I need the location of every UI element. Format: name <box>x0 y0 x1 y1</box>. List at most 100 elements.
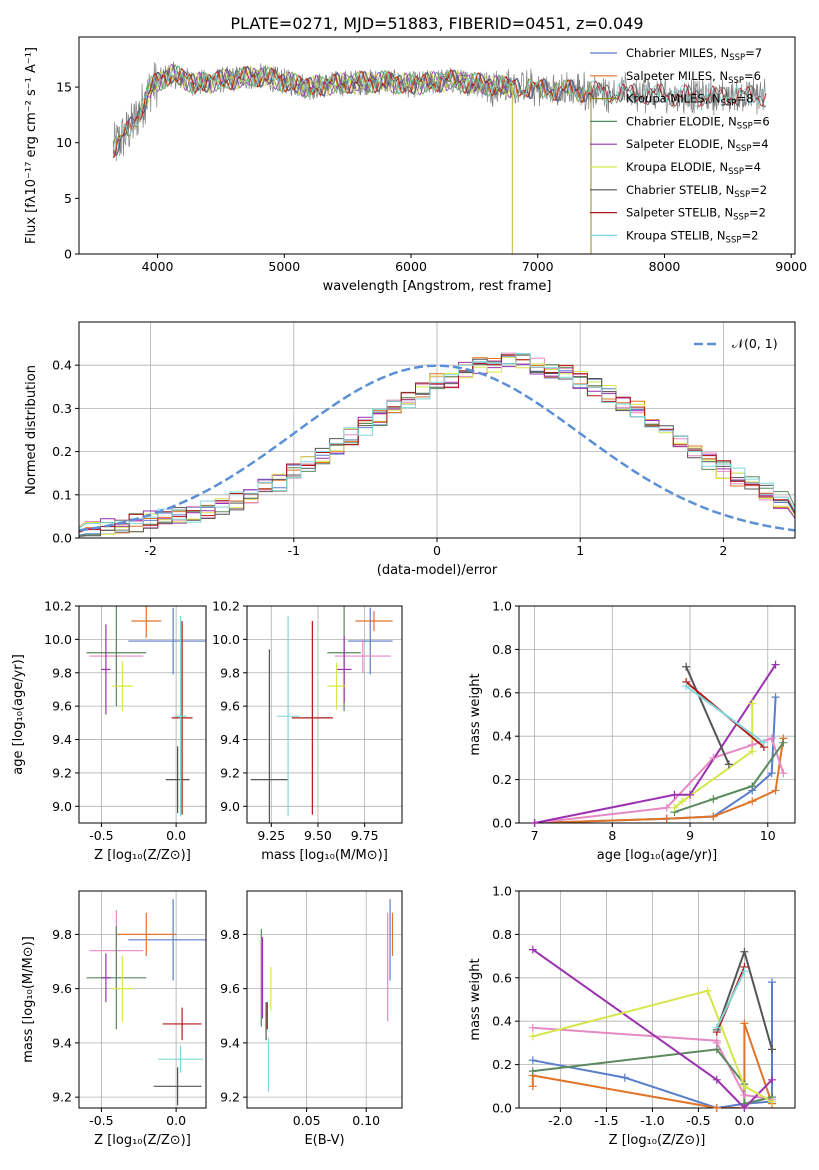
weight-point-marker <box>779 738 788 747</box>
y-tick-label: 9.2 <box>220 765 240 780</box>
x-tick-label: 1 <box>576 543 584 558</box>
weight-point-marker <box>748 747 757 756</box>
y-tick-label: 9.4 <box>220 732 240 747</box>
axes-age-vs-mass: 9.25 9.50 9.75 9.0 9.2 9.4 9.6 9.8 10.0 10.2 mass … <box>212 599 403 863</box>
y-tick-label: 9.8 <box>220 665 240 680</box>
x-tick-label: 8 <box>608 828 616 843</box>
y-tick-label: 5 <box>64 191 72 206</box>
spectrum-legend: Chabrier MILES, NSSP=7 Salpeter MILES, NS… <box>590 46 770 245</box>
y-tick-label: 10.2 <box>44 599 72 614</box>
axes-frame <box>78 890 207 1109</box>
x-axis-label: Z [log₁₀(Z/Z⊙)] <box>94 1133 191 1148</box>
y-tick-label: 10.0 <box>44 632 72 647</box>
y-tick-label: 9.2 <box>220 1090 240 1105</box>
x-tick-label: 10 <box>760 828 776 843</box>
weight-point-marker <box>771 786 780 795</box>
y-tick-label: 0.6 <box>492 970 512 985</box>
weight-point-marker <box>724 760 733 769</box>
legend-entry: Kroupa MILES, NSSP=8 <box>626 92 753 109</box>
x-tick-label: -0.5 <box>686 1113 710 1128</box>
weight-point-marker <box>686 790 695 799</box>
y-tick-label: 0.8 <box>492 927 512 942</box>
model-spectrum-line <box>112 66 592 254</box>
weight-point-marker <box>771 693 780 702</box>
weight-point-marker <box>678 797 687 806</box>
y-tick-label: 0.6 <box>492 685 512 700</box>
x-tick-label: 9 <box>686 828 694 843</box>
legend-entry: Salpeter ELODIE, NSSP=4 <box>626 137 769 154</box>
weight-point-marker <box>670 790 679 799</box>
weight-point-marker <box>767 769 776 778</box>
axes-frame <box>78 36 796 255</box>
weight-point-marker <box>712 1023 721 1032</box>
legend-entry: Kroupa STELIB, NSSP=2 <box>626 228 758 245</box>
model-spectrum-line <box>112 65 767 156</box>
weight-point-marker <box>748 782 757 791</box>
y-tick-label: 0.4 <box>52 358 72 373</box>
axes-mass-vs-Z: -0.5 0.0 9.2 9.4 9.6 9.8 Z [log₁₀(Z/Z⊙)] mass [… <box>21 890 207 1148</box>
model-spectrum-line <box>112 65 592 254</box>
weight-point-marker <box>779 769 788 778</box>
weight-point-marker <box>740 967 749 976</box>
y-axis-label: Normed distribution <box>24 365 39 495</box>
axes-frame <box>246 605 403 824</box>
weight-series-line <box>715 970 746 1029</box>
x-tick-label: 0.10 <box>352 1113 380 1128</box>
x-tick-label: 6000 <box>395 259 427 274</box>
x-axis-label: mass [log₁₀(M/M⊙)] <box>261 848 388 863</box>
x-tick-label: 0 <box>433 543 441 558</box>
y-tick-label: 9.4 <box>220 1035 240 1050</box>
legend-entry: Salpeter STELIB, NSSP=2 <box>626 206 766 223</box>
weight-series-line <box>685 666 730 765</box>
x-tick-label: 9.25 <box>257 828 285 843</box>
weight-series-line <box>534 664 777 823</box>
axes-frame <box>246 890 403 1109</box>
y-tick-label: 9.0 <box>220 799 240 814</box>
weight-point-marker <box>768 1045 776 1054</box>
x-tick-label: 4000 <box>142 259 174 274</box>
y-tick-label: 9.0 <box>52 799 72 814</box>
x-tick-label: -2 <box>144 543 156 558</box>
x-tick-label: 0.0 <box>734 1113 754 1128</box>
model-spectrum-line <box>112 65 592 254</box>
y-axis-label: age [log₁₀(age/yr)] <box>11 654 26 775</box>
plot-area <box>86 606 206 817</box>
axes-spectrum: 4000 5000 6000 7000 8000 9000 0 5 10 15 wavelength… <box>24 36 807 294</box>
x-tick-label: 8000 <box>649 259 681 274</box>
y-tick-label: 0.4 <box>492 729 512 744</box>
x-tick-label: 9.50 <box>304 828 332 843</box>
y-tick-label: 9.6 <box>220 699 240 714</box>
legend-entry: Chabrier MILES, NSSP=7 <box>626 46 762 63</box>
x-axis-label: Z [log₁₀(Z/Z⊙)] <box>609 1133 706 1148</box>
plot-area <box>250 606 393 823</box>
weight-point-marker <box>767 734 776 743</box>
legend-entry: Kroupa ELODIE, NSSP=4 <box>626 160 761 177</box>
weight-point-marker <box>528 1056 537 1065</box>
axes-frame <box>518 890 796 1109</box>
y-tick-label: 10.0 <box>212 632 240 647</box>
y-tick-label: 9.8 <box>52 665 72 680</box>
x-tick-label: -1.0 <box>640 1113 664 1128</box>
y-tick-label: 10 <box>56 135 72 150</box>
weight-series-line <box>673 703 754 809</box>
plot-area <box>534 664 785 823</box>
x-axis-label: wavelength [Angstrom, rest frame] <box>323 279 552 294</box>
weight-point-marker <box>682 662 691 671</box>
histogram-step-line <box>79 353 795 529</box>
y-tick-label: 1.0 <box>492 884 512 899</box>
weight-series-line <box>534 738 785 823</box>
plot-area <box>86 899 206 1106</box>
weight-point-marker <box>709 795 718 804</box>
weight-point-marker <box>528 1067 537 1076</box>
x-tick-label: 0.0 <box>166 1113 186 1128</box>
weight-point-marker <box>740 1090 749 1099</box>
y-tick-label: 15 <box>56 80 72 95</box>
model-spectrum-line <box>112 65 767 151</box>
plot-area <box>79 352 795 538</box>
y-tick-label: 0.2 <box>492 772 512 787</box>
weight-point-marker <box>748 699 757 708</box>
x-tick-label: -0.5 <box>89 1113 113 1128</box>
axes-age-vs-Z: -0.5 0.0 9.0 9.2 9.4 9.6 9.8 10.0 10.2 Z [log₁₀(Z… <box>11 599 207 863</box>
x-axis-label: E(B-V) <box>304 1133 344 1148</box>
